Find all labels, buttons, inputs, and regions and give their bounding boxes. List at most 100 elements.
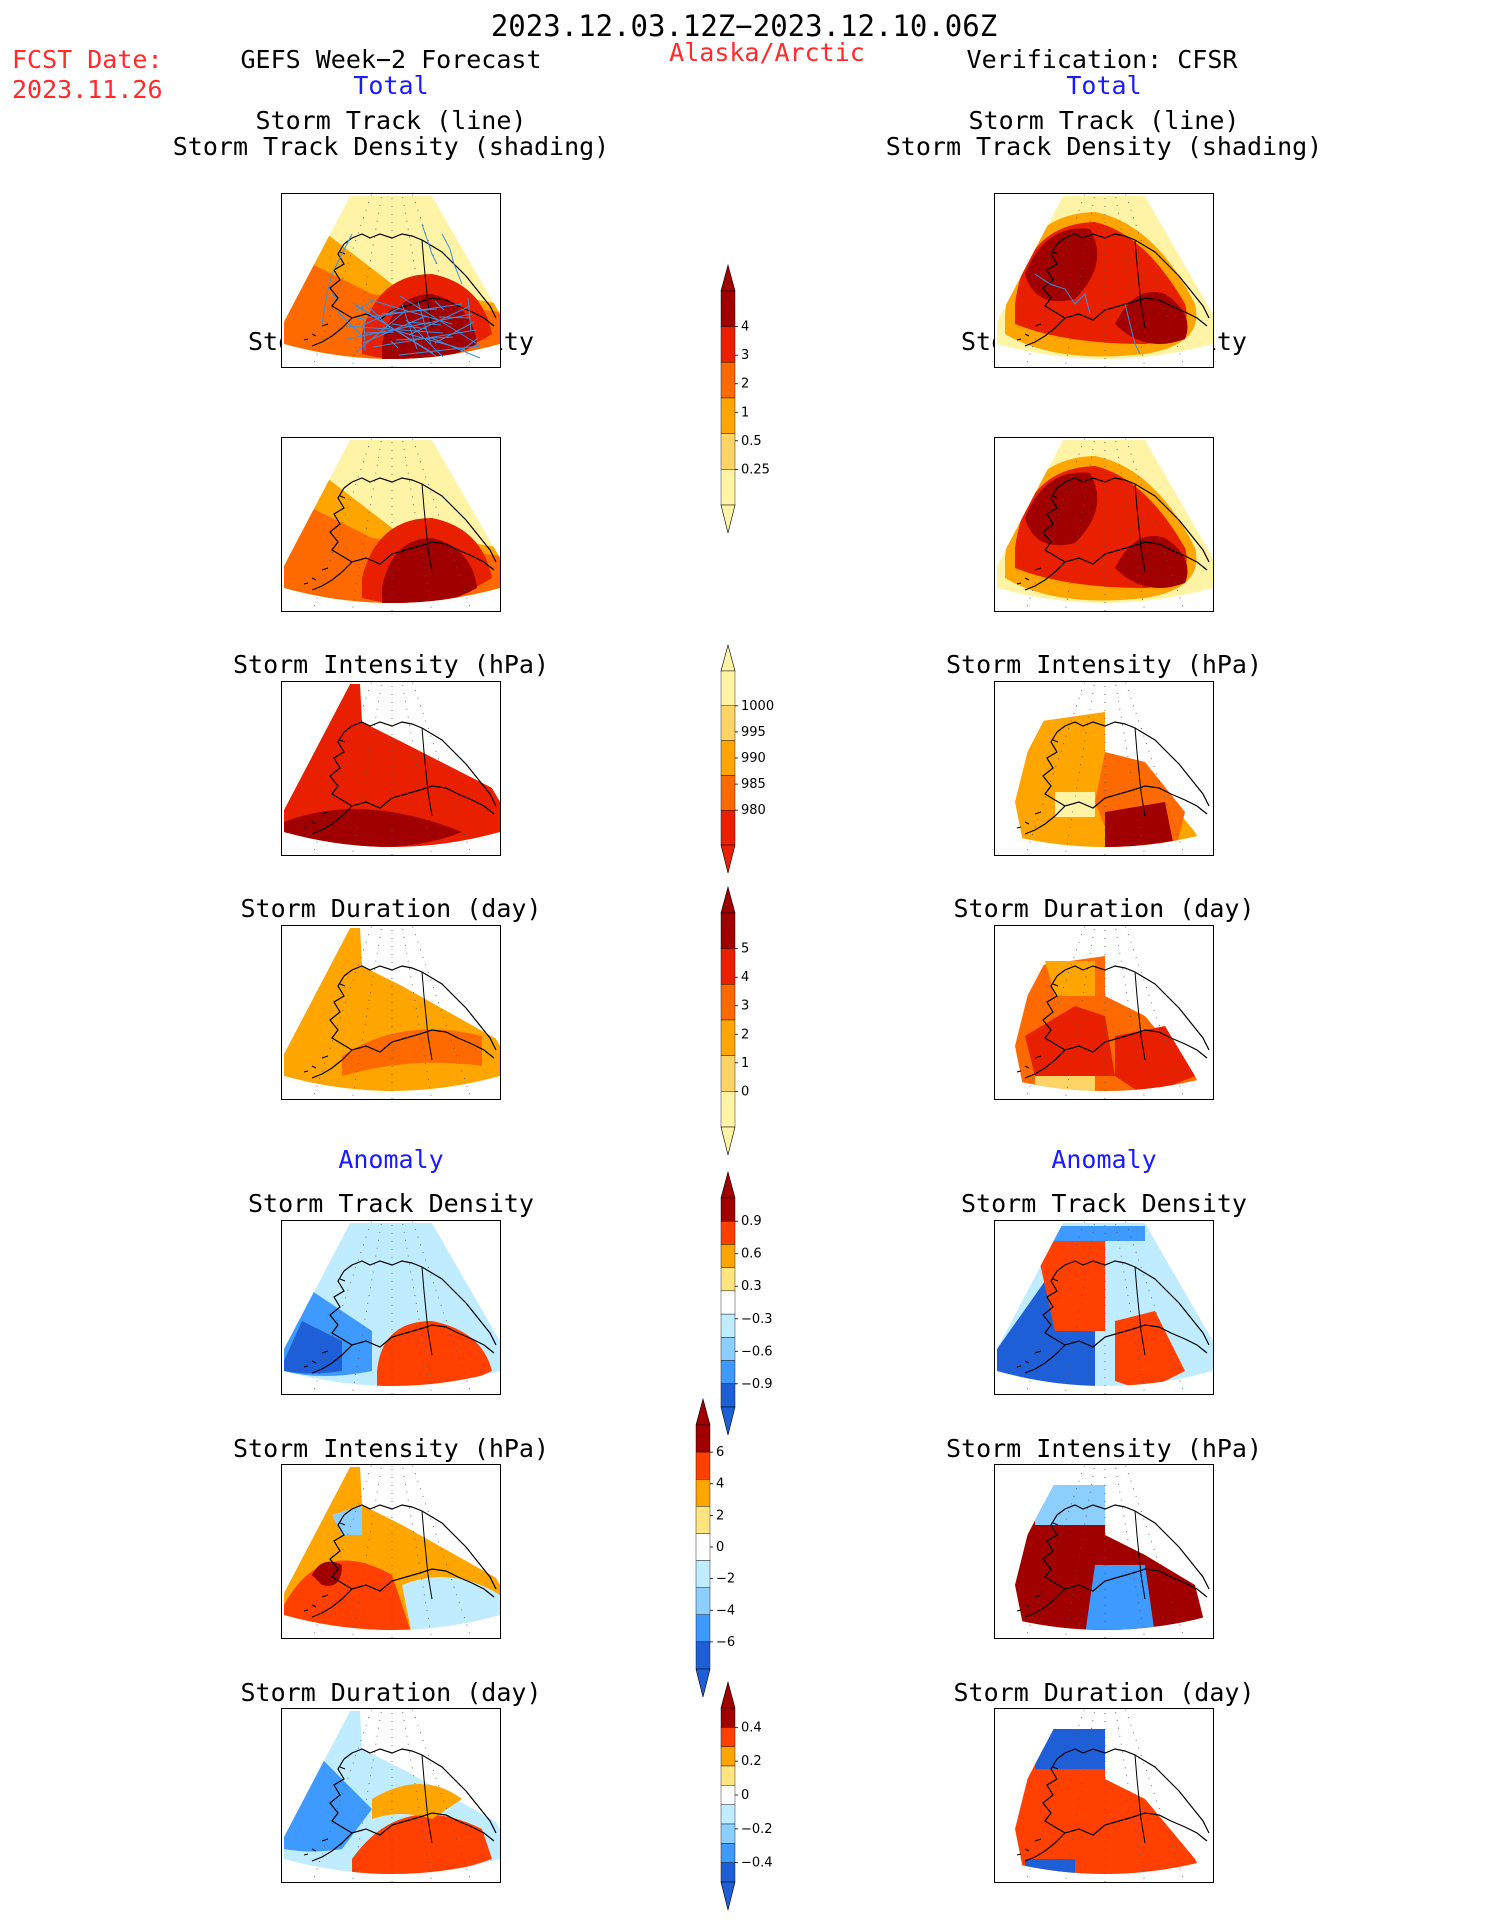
colorbar-segment	[695, 1587, 711, 1615]
colorbar-tick-label: 6	[716, 1445, 724, 1460]
colorbar-arrow-top	[695, 1397, 711, 1426]
country-border	[421, 1754, 433, 1844]
shading-region	[1145, 1555, 1205, 1630]
colorbar-segment	[695, 1451, 711, 1480]
shading-region	[1105, 802, 1175, 847]
country-border	[1134, 1754, 1146, 1844]
colorbar-segment	[720, 1244, 736, 1268]
alaska-arctic-map-icon	[1015, 1709, 1210, 1882]
colorbar-tick-label: 5	[741, 942, 749, 957]
left-duration-title: Storm Duration (day)	[240, 894, 542, 923]
country-border	[421, 1266, 433, 1356]
alaska-arctic-map-icon	[284, 194, 500, 367]
islands	[303, 251, 346, 341]
colorbar-segment	[720, 433, 736, 470]
colorbar-tick-label: 1	[741, 1056, 749, 1071]
left-column-title: GEFS Week−2 Forecast	[240, 45, 542, 74]
colorbar-icon: 5 4 3 2 1 0	[720, 885, 749, 1156]
colorbar-arrow-top	[720, 1170, 736, 1199]
colorbar-tick-label: 0.5	[741, 434, 762, 449]
right-total-label: Total	[1066, 71, 1142, 100]
colorbar-tick-label: −0.2	[741, 1822, 773, 1837]
right-intensity-title: Storm Intensity (hPa)	[945, 650, 1263, 679]
right-track-shading-title: Storm Track Density (shading)	[885, 132, 1323, 161]
shading-region	[372, 1784, 462, 1819]
country-border	[421, 971, 433, 1061]
left-intensity-anom-title: Storm Intensity (hPa)	[232, 1434, 550, 1463]
colorbar-segment	[720, 948, 736, 985]
colorbar-arrow-bottom	[720, 1881, 736, 1911]
coastline	[311, 1260, 497, 1374]
country-border	[421, 1510, 433, 1600]
shading-region	[1045, 1226, 1145, 1241]
map-cfsr-density	[994, 437, 1214, 612]
coastline	[311, 721, 497, 835]
alaska-arctic-map-icon	[284, 682, 500, 855]
shading-region	[1055, 792, 1095, 817]
country-border	[1134, 1510, 1146, 1600]
right-intensity-anom-title: Storm Intensity (hPa)	[945, 1434, 1263, 1463]
colorbar-arrow-top	[720, 643, 736, 672]
islands	[303, 739, 346, 829]
right-duration-anom-title: Storm Duration (day)	[953, 1678, 1255, 1707]
colorbar-segment	[720, 1267, 736, 1292]
colorbar-intensity: 1000 995 990 985 980	[715, 643, 785, 883]
colorbar-tick-label: 990	[741, 751, 766, 766]
shading-region	[284, 1321, 342, 1374]
alaska-arctic-map-icon	[1015, 1465, 1210, 1638]
map-gefs-track	[281, 193, 501, 368]
colorbar-segment	[720, 1823, 736, 1844]
colorbar-density: 4 3 2 1 0.5 0.25	[715, 263, 785, 543]
colorbar-tick-label: 0.3	[741, 1279, 762, 1294]
islands	[303, 1522, 346, 1612]
islands	[1016, 983, 1059, 1073]
colorbar-tick-label: 1	[741, 405, 749, 420]
shading-region	[1085, 1565, 1155, 1630]
colorbar-tick-label: 985	[741, 777, 766, 792]
country-border	[421, 727, 433, 817]
shading-region	[1115, 1026, 1195, 1091]
map-gefs-duration-anom	[281, 1708, 501, 1883]
colorbar-segment	[720, 1019, 736, 1056]
coastline	[1024, 477, 1210, 591]
colorbar-tick-label: −0.4	[741, 1856, 773, 1871]
coastline	[1024, 721, 1210, 835]
colorbar-duration-anom: 0.4 0.2 0 −0.2 −0.4	[715, 1680, 785, 1920]
colorbar-segment	[720, 670, 736, 706]
shading-region	[1025, 228, 1098, 302]
colorbar-tick-label: 3	[741, 348, 749, 363]
colorbar-segment	[720, 1360, 736, 1384]
colorbar-segment	[720, 740, 736, 776]
coastline	[1024, 1748, 1210, 1862]
colorbar-segment	[720, 1091, 736, 1128]
shading-region	[1025, 1006, 1115, 1076]
colorbar-segment	[720, 775, 736, 811]
colorbar-segment	[720, 1337, 736, 1361]
shading-region	[1035, 1076, 1095, 1091]
coastline	[1024, 965, 1210, 1079]
colorbar-icon: 1000 995 990 985 980	[720, 643, 774, 874]
region-title: Alaska/Arctic	[669, 38, 865, 67]
map-gefs-duration	[281, 925, 501, 1100]
right-track-line-title: Storm Track (line)	[968, 106, 1240, 135]
colorbar-segment	[720, 705, 736, 741]
shading-region	[284, 809, 462, 847]
colorbar-tick-label: 0.4	[741, 1720, 762, 1735]
colorbar-tick-label: 0.25	[741, 462, 770, 477]
colorbar-icon: 6 4 2 0 −2 −4 −6	[695, 1397, 735, 1698]
colorbar-tick-label: −6	[716, 1635, 735, 1650]
map-cfsr-duration-anom	[994, 1708, 1214, 1883]
map-gefs-intensity-anom	[281, 1464, 501, 1639]
map-gefs-intensity	[281, 681, 501, 856]
country-border	[1134, 727, 1146, 817]
colorbar-tick-label: 0	[716, 1540, 724, 1555]
colorbar-segment	[720, 1707, 736, 1728]
shading-region	[402, 1577, 500, 1630]
colorbar-segment	[720, 1746, 736, 1767]
colorbar-segment	[720, 1290, 736, 1315]
coastline	[1024, 233, 1210, 347]
alaska-arctic-map-icon	[997, 1221, 1213, 1394]
colorbar-arrow-bottom	[695, 1668, 711, 1698]
colorbar-icon: 0.9 0.6 0.3 −0.3 −0.6 −0.9	[720, 1170, 773, 1436]
right-duration-title: Storm Duration (day)	[953, 894, 1255, 923]
